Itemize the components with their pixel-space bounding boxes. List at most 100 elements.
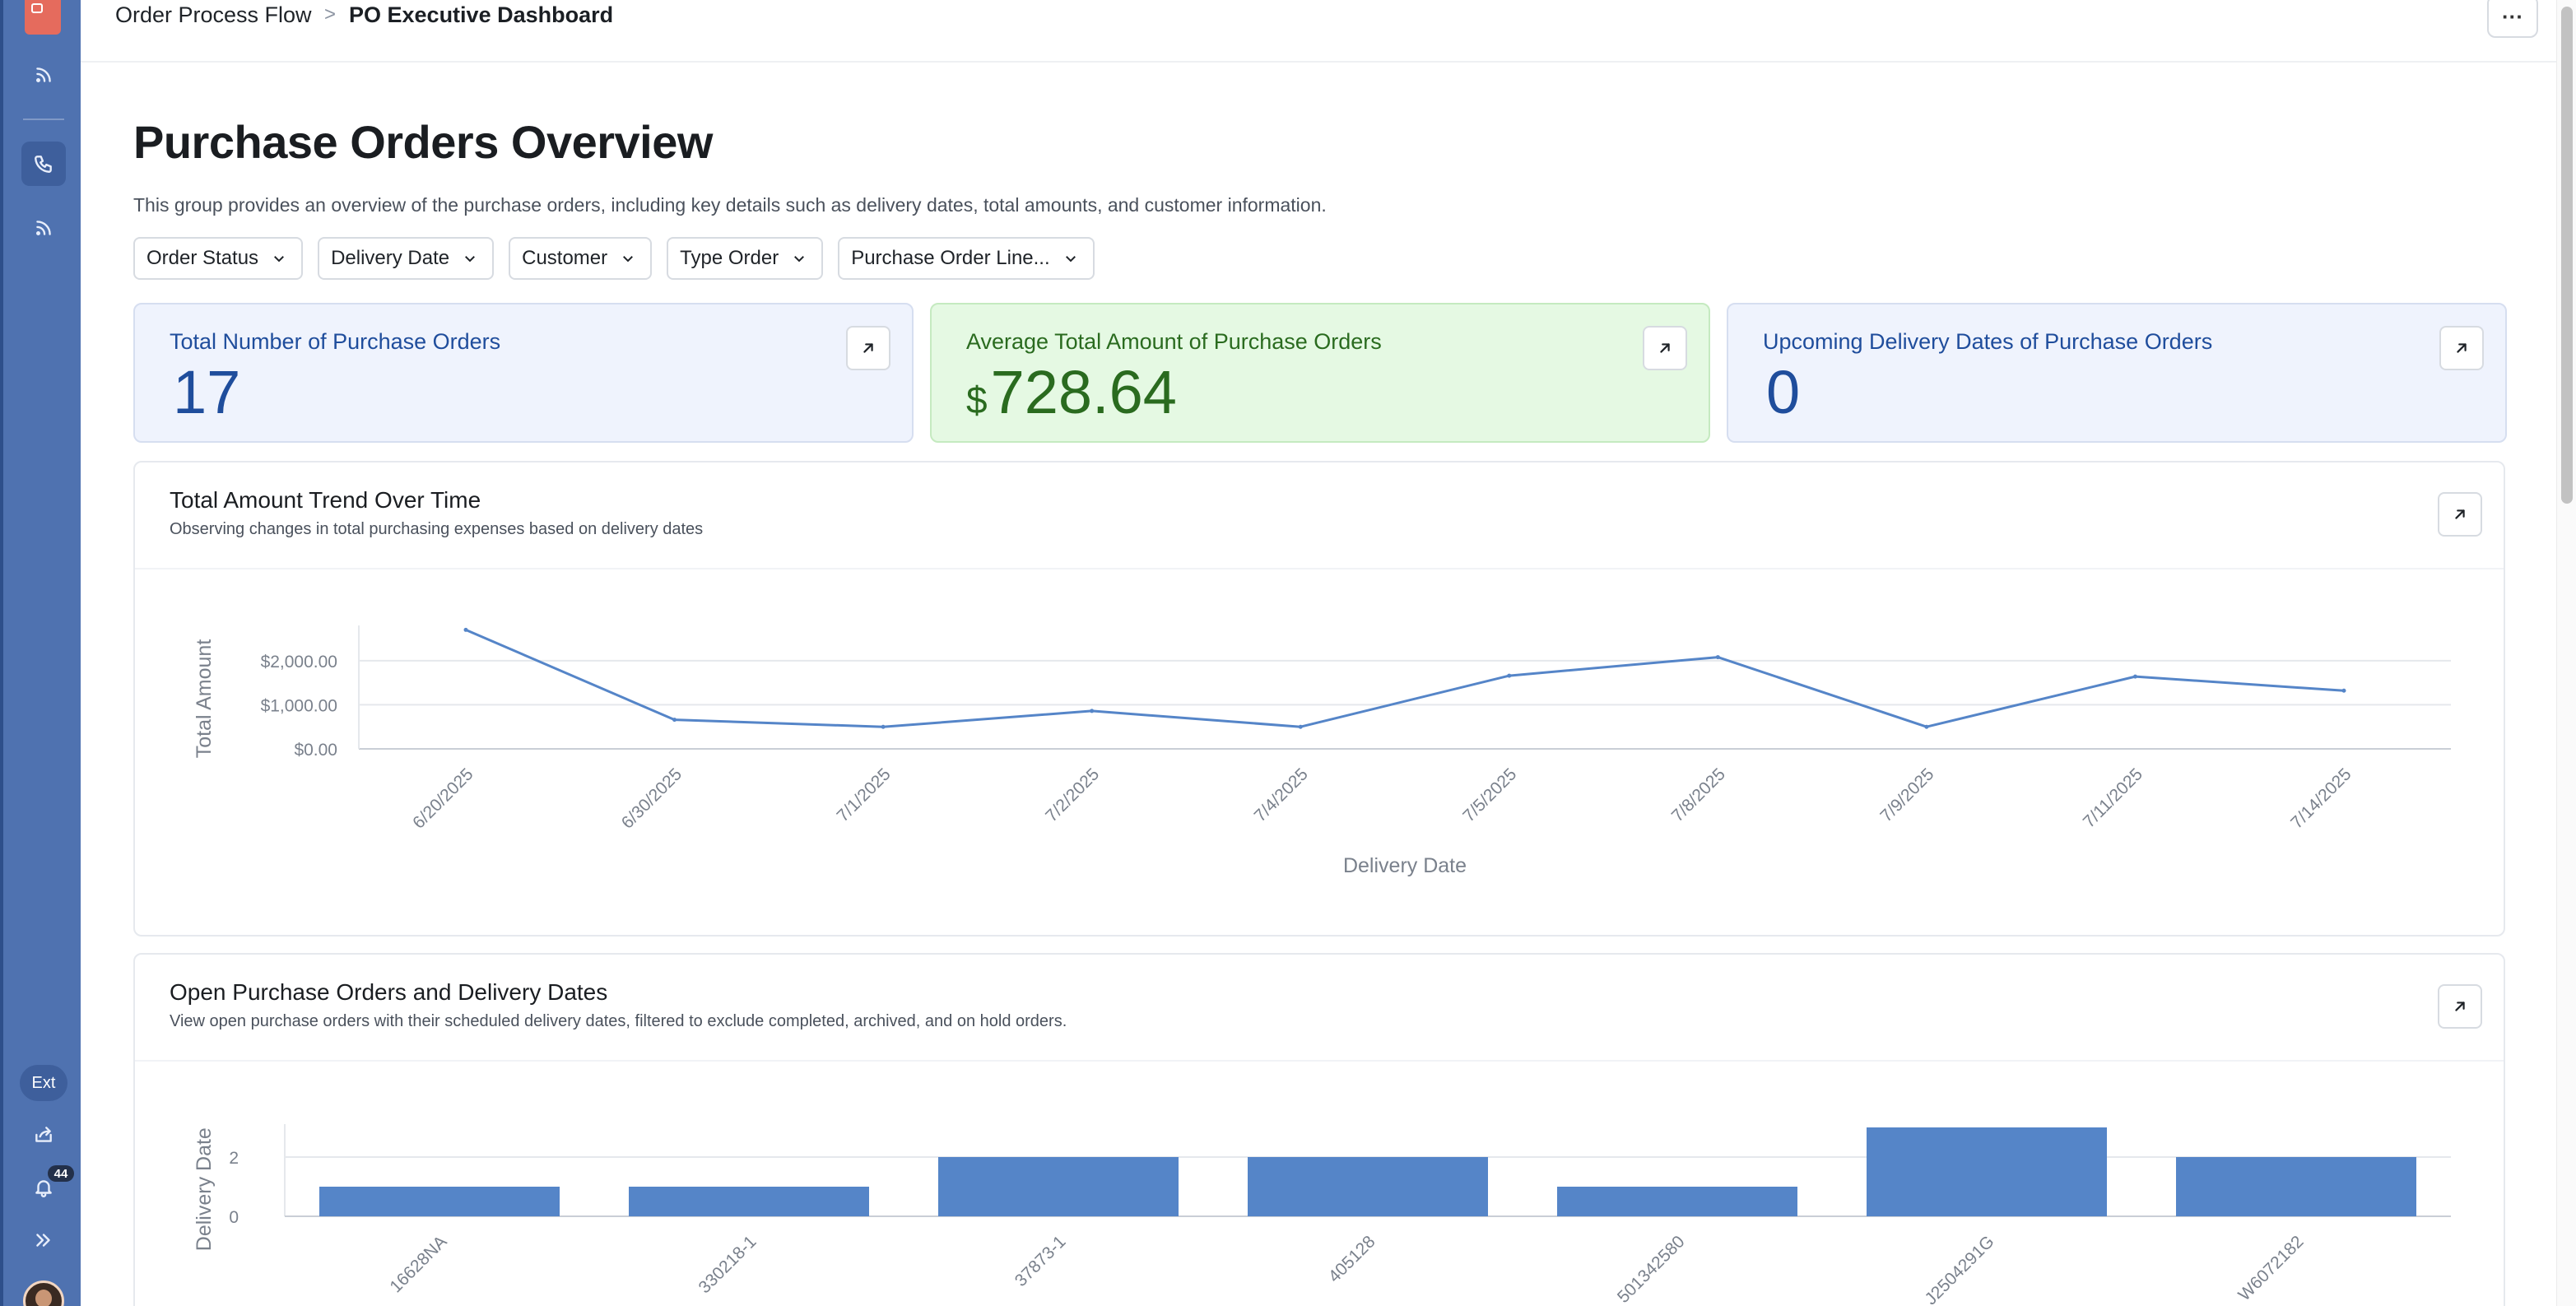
kpi-value: 0 <box>1763 357 1800 427</box>
bar <box>938 1157 1179 1216</box>
card-divider <box>135 568 2504 569</box>
open-orders-chart-card: 0 2 16628NA 330218-1 37873-1 405128 501342580 J… <box>133 953 2505 1306</box>
filter-type-order[interactable]: Type Order <box>667 237 824 280</box>
left-rail: Ext 44 <box>0 0 81 1306</box>
share-icon[interactable] <box>21 1113 66 1157</box>
ext-button[interactable]: Ext <box>20 1065 67 1101</box>
x-tick-label: 7/8/2025 <box>1668 765 1729 825</box>
card-title: Total Amount Trend Over Time <box>170 487 481 513</box>
kpi-value: 17 <box>170 357 240 427</box>
chevron-down-icon <box>274 256 285 263</box>
more-options-button[interactable]: ··· <box>2487 0 2538 38</box>
bar <box>2176 1157 2416 1216</box>
kpi-number: 17 <box>173 358 241 426</box>
filter-purchase-order-line[interactable]: Purchase Order Line... <box>838 237 1095 280</box>
open-arrow-button[interactable] <box>2439 326 2484 370</box>
open-arrow-button[interactable] <box>846 326 890 370</box>
card-title: Open Purchase Orders and Delivery Dates <box>170 979 608 1005</box>
chevron-down-icon <box>623 256 634 263</box>
open-arrow-button[interactable] <box>2438 984 2482 1029</box>
x-tick-label: 7/2/2025 <box>1042 765 1103 825</box>
breadcrumb-chevron-icon: > <box>324 3 337 26</box>
line-chart: $0.00 $1,000.00 $2,000.00 6/20/2025 6/30/202… <box>193 625 2451 877</box>
kpi-number: 728.64 <box>990 358 1177 426</box>
data-point <box>1924 724 1929 729</box>
x-tick-label: 330218-1 <box>695 1232 760 1297</box>
x-tick-label: 7/4/2025 <box>1251 765 1312 825</box>
card-divider <box>135 1060 2504 1062</box>
scrollbar[interactable] <box>2556 0 2576 1306</box>
data-point <box>1090 709 1095 713</box>
kpi-label: Upcoming Delivery Dates of Purchase Orde… <box>1763 329 2213 354</box>
x-tick-label: 405128 <box>1325 1232 1379 1286</box>
arrow-up-right-icon <box>2457 343 2467 353</box>
arrow-up-right-icon <box>1660 343 1670 353</box>
data-point <box>1715 655 1720 660</box>
kpi-number: 0 <box>1766 358 1801 426</box>
x-tick-label: W6072182 <box>2234 1232 2307 1304</box>
data-point <box>881 724 886 729</box>
bar <box>1248 1157 1488 1216</box>
filter-label: Order Status <box>146 247 259 269</box>
open-arrow-button[interactable] <box>1643 326 1687 370</box>
filter-label: Delivery Date <box>331 247 450 269</box>
series-line <box>465 628 2345 728</box>
filter-label: Customer <box>522 247 608 269</box>
x-tick-label: 16628NA <box>386 1232 450 1296</box>
y-axis-title: Total Amount <box>193 639 216 759</box>
kpi-value: $728.64 <box>966 357 1177 427</box>
x-tick-label: 7/14/2025 <box>2287 765 2355 832</box>
kpi-currency: $ <box>966 379 988 421</box>
bar-chart: 0 2 16628NA 330218-1 37873-1 405128 501342580 J… <box>193 1124 2451 1306</box>
kpi-label: Average Total Amount of Purchase Orders <box>966 329 1382 354</box>
rss-icon[interactable] <box>21 53 66 97</box>
data-point <box>672 718 677 723</box>
expand-icon[interactable] <box>21 1218 66 1262</box>
bell-icon[interactable] <box>21 1165 66 1210</box>
rail-divider <box>23 119 64 120</box>
card-subtitle: Observing changes in total purchasing ex… <box>170 520 704 538</box>
notification-count-badge: 44 <box>48 1165 74 1182</box>
kpi-upcoming-delivery-dates: Upcoming Delivery Dates of Purchase Orde… <box>1727 303 2507 443</box>
page-description: This group provides an overview of the p… <box>133 194 1327 216</box>
y-tick-label: 0 <box>229 1208 239 1227</box>
x-tick-label: 37873-1 <box>1011 1232 1070 1290</box>
y-tick-label: $0.00 <box>294 741 337 760</box>
breadcrumb-parent[interactable]: Order Process Flow <box>115 2 312 27</box>
filter-delivery-date[interactable]: Delivery Date <box>318 237 495 280</box>
bar <box>1557 1187 1797 1216</box>
x-tick-label: 6/20/2025 <box>409 765 477 832</box>
x-tick-label: 6/30/2025 <box>618 765 686 832</box>
y-tick-label: 2 <box>229 1149 239 1168</box>
filter-customer[interactable]: Customer <box>509 237 653 280</box>
x-tick-label: 501342580 <box>1614 1232 1689 1306</box>
chevron-down-icon <box>465 256 476 263</box>
kpi-label: Total Number of Purchase Orders <box>170 329 501 354</box>
open-arrow-button[interactable] <box>2438 492 2482 537</box>
data-point <box>1298 724 1303 729</box>
y-tick-label: $1,000.00 <box>261 696 337 715</box>
app-logo-icon[interactable] <box>25 0 61 35</box>
kpi-average-total-amount: Average Total Amount of Purchase Orders … <box>930 303 1710 443</box>
arrow-up-right-icon <box>2455 1002 2465 1011</box>
trend-chart-card: $0.00 $1,000.00 $2,000.00 6/20/2025 6/30/202… <box>133 461 2505 937</box>
bar <box>1867 1127 2107 1216</box>
y-axis-title: Delivery Date <box>193 1127 216 1251</box>
phone-icon[interactable] <box>21 142 66 186</box>
arrow-up-right-icon <box>2455 509 2465 519</box>
arrow-up-right-icon <box>863 343 873 353</box>
kpi-total-purchase-orders: Total Number of Purchase Orders 17 <box>133 303 914 443</box>
filter-label: Type Order <box>680 247 779 269</box>
avatar[interactable] <box>23 1280 64 1306</box>
bar <box>629 1187 869 1216</box>
data-point <box>1507 673 1512 678</box>
scrollbar-thumb[interactable] <box>2561 7 2573 504</box>
filter-order-status[interactable]: Order Status <box>133 237 304 280</box>
breadcrumb-current: PO Executive Dashboard <box>349 2 614 27</box>
rss-icon[interactable] <box>21 206 66 250</box>
filter-label: Purchase Order Line... <box>851 247 1050 269</box>
x-axis-title: Delivery Date <box>1343 854 1467 877</box>
page-title: Purchase Orders Overview <box>133 116 713 168</box>
x-tick-label: 7/11/2025 <box>2080 765 2146 831</box>
data-point <box>2132 674 2137 679</box>
